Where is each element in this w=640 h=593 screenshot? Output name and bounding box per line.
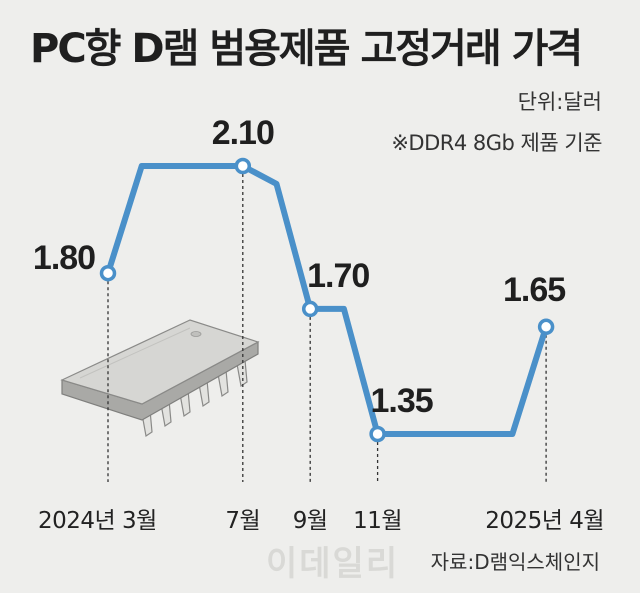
memory-chip-icon [60, 319, 260, 438]
data-point [301, 300, 319, 318]
data-label: 1.80 [33, 239, 95, 277]
x-tick-label: 2024년 3월 [38, 508, 157, 534]
data-point [537, 318, 555, 336]
x-axis-ticks: 2024년 3월 7월 9월 11월 2025년 4월 [38, 508, 605, 534]
spec-note: ※DDR4 8Gb 제품 기준 [391, 131, 602, 155]
source-note: 자료:D램익스체인지 [430, 550, 600, 574]
x-tick-label: 2025년 4월 [485, 508, 604, 534]
data-label: 2.10 [212, 114, 274, 152]
data-point [234, 157, 252, 175]
guide-lines [107, 174, 547, 482]
x-tick-label: 7월 [225, 508, 260, 534]
data-points [99, 157, 555, 443]
data-point [369, 425, 386, 443]
unit-note: 단위:달러 [517, 90, 602, 114]
data-point [99, 264, 117, 282]
data-label: 1.70 [307, 257, 369, 295]
chip-body-top [60, 319, 260, 405]
data-labels: 1.80 2.10 1.70 1.35 1.65 [33, 114, 566, 420]
chart-title: PC향 D램 범용제품 고정거래 가격 [30, 26, 583, 72]
series-line [105, 163, 550, 437]
watermark: 이데일리 [266, 544, 400, 584]
x-tick-label: 11월 [353, 508, 402, 534]
data-label: 1.35 [371, 382, 433, 420]
x-tick-label: 9월 [293, 508, 328, 534]
data-label: 1.65 [503, 271, 565, 309]
